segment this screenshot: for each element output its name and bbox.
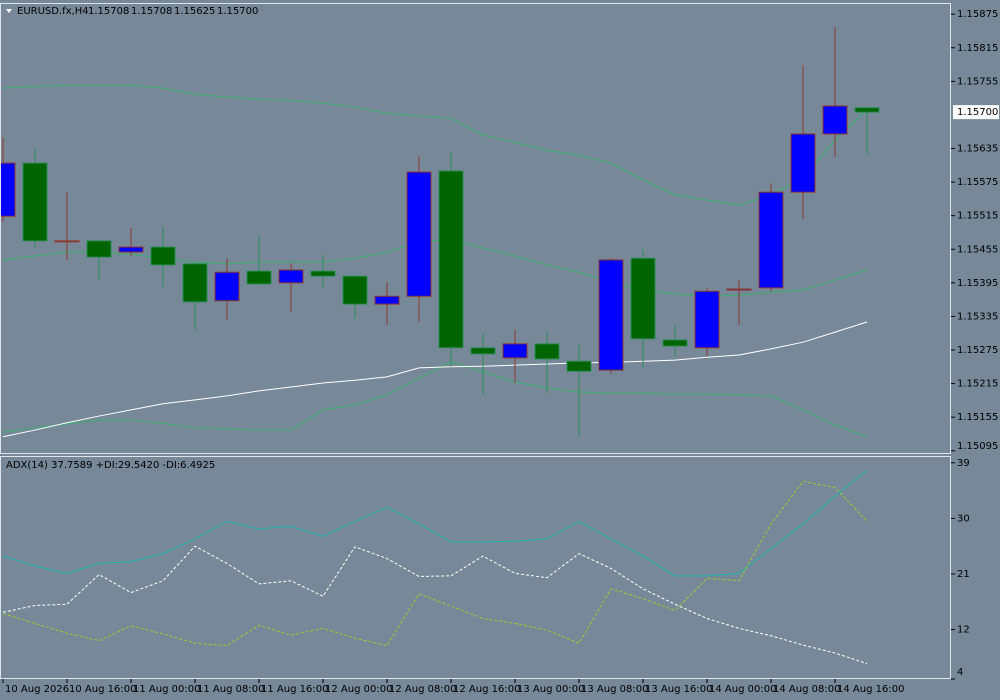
y-tick-label: 1.15095 (957, 441, 998, 452)
candle-body (854, 107, 880, 113)
candle-body (694, 290, 720, 349)
menu-triangle[interactable] (6, 9, 12, 13)
x-tick-label: 14 Aug 16:00 (837, 684, 904, 695)
x-tick-label: 14 Aug 08:00 (773, 684, 840, 695)
indicator-pane (0, 456, 951, 679)
x-tick-label: 13 Aug 00:00 (517, 684, 584, 695)
candle-body (502, 343, 528, 359)
x-tick-label: 10 Aug 2026 (5, 684, 69, 695)
x-tick-label: 11 Aug 08:00 (197, 684, 264, 695)
candle-body (182, 263, 208, 303)
y-tick-label: 1.15275 (957, 345, 998, 356)
candle-body (726, 288, 752, 291)
header-open: 1.15708 (88, 6, 129, 17)
header-high: 1.15708 (131, 6, 172, 17)
x-tick-label: 13 Aug 08:00 (581, 684, 648, 695)
x-tick-label: 13 Aug 16:00 (645, 684, 712, 695)
x-tick-label: 12 Aug 16:00 (453, 684, 520, 695)
candle-body (534, 343, 560, 360)
y-tick-label: 1.15395 (957, 278, 998, 289)
price-plot (1, 27, 880, 438)
indicator-line (2, 238, 868, 297)
y-tick-label: 1.15455 (957, 244, 998, 255)
y-tick-label: 1.15635 (957, 144, 998, 155)
candle-body (342, 275, 368, 305)
indicator-line (2, 545, 868, 665)
current-price-label: 1.15700 (957, 107, 998, 118)
y-tick-label: 1.15575 (957, 177, 998, 188)
x-tick-label: 11 Aug 00:00 (133, 684, 200, 695)
candle-body (310, 270, 336, 277)
y-tick-label: 30 (957, 513, 970, 524)
candle-body (150, 246, 176, 266)
y-tick-label: 1.15215 (957, 379, 998, 390)
candle-body (566, 360, 592, 372)
x-tick-label: 14 Aug 00:00 (709, 684, 776, 695)
indicator-line (2, 84, 868, 206)
y-tick-label: 21 (957, 569, 970, 580)
main-pane (0, 3, 951, 454)
candle-body (470, 347, 496, 355)
candle-body (86, 240, 112, 258)
indicator-line (2, 470, 868, 577)
candle-body (438, 170, 464, 349)
y-tick-label: 1.15515 (957, 211, 998, 222)
header-close: 1.15700 (217, 6, 258, 17)
y-tick-label: 1.15155 (957, 412, 998, 423)
candle-body (598, 259, 624, 371)
candle-body (790, 133, 816, 193)
candle-body (758, 191, 784, 289)
indicator-title: ADX(14) 37.7589 +DI:29.5420 -DI:6.4925 (6, 460, 215, 471)
candle-body (246, 270, 272, 285)
y-tick-label: 1.15755 (957, 76, 998, 87)
axes: 1.15875 1.15815 1.15755 1.15635 1.15575 1.155… (2, 9, 999, 695)
y-tick-label: 1.15875 (957, 9, 998, 20)
candle-body (662, 339, 688, 347)
indicator-line (2, 480, 868, 647)
indicator-line (2, 361, 868, 438)
indicator-plot (2, 470, 868, 665)
indicator-line (2, 321, 868, 438)
candle-body (822, 105, 848, 135)
x-tick-label: 11 Aug 16:00 (261, 684, 328, 695)
y-tick-label: 39 (957, 458, 970, 469)
candle-body (278, 269, 304, 284)
candle-body (118, 246, 144, 253)
current-price-box (953, 105, 999, 120)
symbol-title: EURUSD.fx,H4 (17, 6, 89, 17)
candle-body (1, 162, 16, 217)
candle-body (630, 257, 656, 340)
x-tick-label: 12 Aug 08:00 (389, 684, 456, 695)
header-low: 1.15625 (174, 6, 215, 17)
y-tick-label: 12 (957, 625, 970, 636)
candle-body (54, 240, 80, 243)
candle-body (214, 271, 240, 302)
candle-body (22, 162, 48, 242)
y-tick-label: 1.15335 (957, 311, 998, 322)
x-tick-label: 12 Aug 00:00 (325, 684, 392, 695)
candle-body (406, 171, 432, 297)
y-tick-label: 4 (957, 667, 963, 678)
candle-body (374, 295, 400, 305)
y-tick-label: 1.15815 (957, 43, 998, 54)
x-tick-label: 10 Aug 16:00 (69, 684, 136, 695)
